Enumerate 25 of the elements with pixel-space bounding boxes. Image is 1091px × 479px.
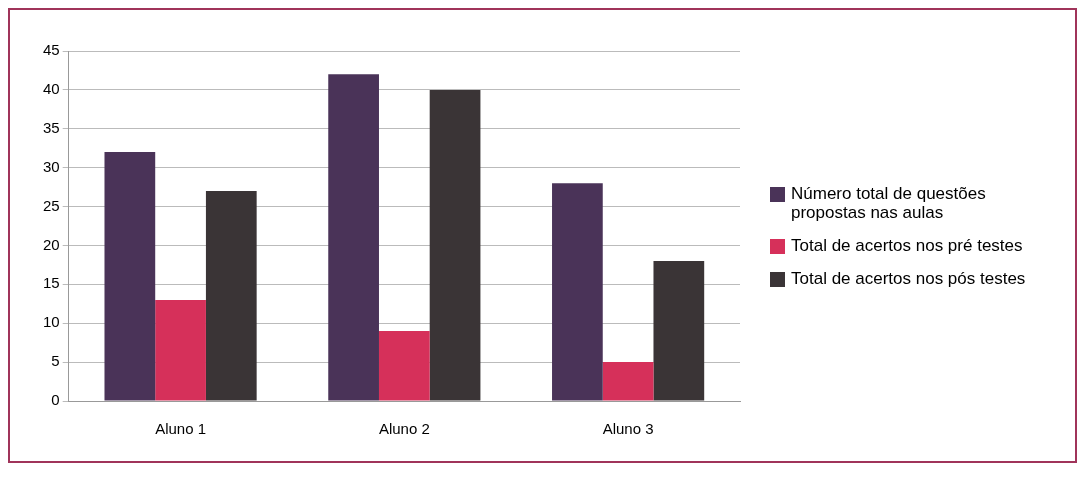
y-tick-label: 40 <box>43 79 60 97</box>
bar <box>602 361 654 400</box>
legend-label: Total de acertos nos pós testes <box>791 268 1026 288</box>
y-tick-label: 45 <box>43 40 60 58</box>
x-tick-label: Aluno 1 <box>155 419 207 437</box>
y-tick-label: 15 <box>43 273 60 291</box>
bar <box>552 182 603 400</box>
y-tick-label: 10 <box>43 312 60 330</box>
y-tick-label: 25 <box>43 196 60 214</box>
bar <box>104 151 156 400</box>
bar <box>653 260 705 400</box>
x-tick-label: Aluno 3 <box>602 419 654 437</box>
y-tick-label: 30 <box>43 157 60 175</box>
y-tick-label: 20 <box>43 235 60 253</box>
bar <box>429 89 481 400</box>
bar <box>378 330 430 400</box>
x-tick-label: Aluno 2 <box>378 419 430 437</box>
y-tick-label: 0 <box>51 390 60 408</box>
legend-label: Número total de questões propostas nas aulas <box>791 183 987 222</box>
bar <box>205 190 257 400</box>
y-tick-label: 5 <box>51 351 60 369</box>
legend-label: Total de acertos nos pré testes <box>791 235 1023 255</box>
bar <box>155 299 206 400</box>
y-tick-label: 35 <box>43 118 60 136</box>
bar <box>328 73 379 400</box>
